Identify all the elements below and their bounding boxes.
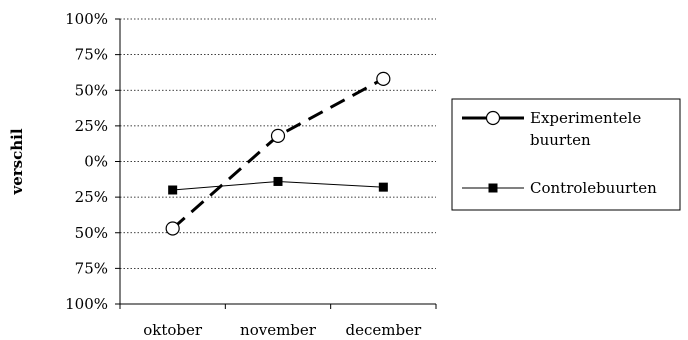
data-point-marker	[168, 185, 178, 195]
y-tick-label: 100%	[65, 295, 108, 313]
y-tick-label: 0%	[84, 153, 108, 171]
y-tick-label: 25%	[75, 117, 108, 135]
x-tick-label: december	[346, 321, 422, 339]
data-point-marker	[378, 182, 388, 192]
data-point-marker	[273, 176, 283, 186]
x-tick-label: november	[240, 321, 317, 339]
x-tick-labels: oktober november december	[143, 321, 422, 339]
x-tick-label: oktober	[143, 321, 203, 339]
y-tick-label: 25%	[75, 188, 108, 206]
data-point-marker	[270, 128, 286, 143]
y-tick-label: 75%	[75, 46, 108, 64]
data-point-marker	[376, 71, 391, 86]
y-tick-labels: 100% 75% 50% 25% 0% 25% 50% 75% 100%	[65, 10, 108, 313]
legend-label: buurten	[530, 131, 591, 149]
series-layer	[165, 71, 391, 236]
legend-marker	[488, 183, 498, 193]
data-point-marker	[165, 221, 180, 236]
legend-label: Controlebuurten	[530, 179, 657, 197]
axes	[115, 18, 437, 309]
y-axis-label: verschil	[8, 128, 26, 195]
legend-marker	[485, 110, 501, 126]
y-tick-label: 50%	[75, 224, 108, 242]
y-tick-label: 75%	[75, 259, 108, 277]
y-tick-label: 50%	[75, 81, 108, 99]
series-line	[171, 77, 385, 230]
legend: Experimentele buurten Controlebuurten	[451, 98, 681, 211]
y-tick-label: 100%	[65, 10, 108, 28]
legend-label: Experimentele	[530, 109, 641, 127]
